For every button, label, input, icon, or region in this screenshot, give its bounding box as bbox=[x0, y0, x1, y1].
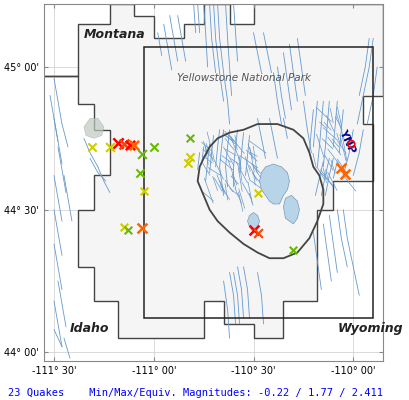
Text: Wyoming: Wyoming bbox=[337, 322, 402, 336]
Point bbox=[140, 188, 147, 194]
Point bbox=[184, 159, 191, 166]
Point bbox=[136, 169, 143, 176]
Point bbox=[186, 135, 193, 142]
Point bbox=[130, 142, 137, 149]
Point bbox=[347, 141, 354, 147]
Text: 23 Quakes    Min/Max/Equiv. Magnitudes: -0.22 / 1.77 / 2.411: 23 Quakes Min/Max/Equiv. Magnitudes: -0.… bbox=[8, 388, 382, 398]
Polygon shape bbox=[44, 4, 382, 338]
Point bbox=[138, 151, 145, 157]
Text: Idaho: Idaho bbox=[70, 322, 109, 336]
Point bbox=[290, 246, 296, 253]
Polygon shape bbox=[247, 212, 259, 232]
Point bbox=[254, 189, 260, 196]
Polygon shape bbox=[283, 196, 299, 224]
Text: Yellowstone National Park: Yellowstone National Park bbox=[176, 73, 310, 83]
Point bbox=[254, 229, 260, 236]
Point bbox=[337, 165, 344, 172]
Point bbox=[120, 141, 127, 147]
Polygon shape bbox=[84, 118, 103, 138]
Point bbox=[114, 140, 121, 146]
Text: YNP: YNP bbox=[337, 127, 356, 154]
Point bbox=[150, 144, 157, 150]
Point bbox=[249, 226, 256, 233]
Point bbox=[186, 154, 193, 160]
Point bbox=[88, 144, 95, 150]
Point bbox=[126, 142, 133, 148]
Point bbox=[341, 171, 348, 177]
Point bbox=[138, 225, 145, 232]
Point bbox=[120, 224, 127, 230]
Bar bbox=[144, 47, 372, 318]
Point bbox=[106, 144, 113, 150]
Polygon shape bbox=[259, 164, 289, 204]
Text: Montana: Montana bbox=[84, 28, 145, 42]
Point bbox=[124, 226, 131, 233]
